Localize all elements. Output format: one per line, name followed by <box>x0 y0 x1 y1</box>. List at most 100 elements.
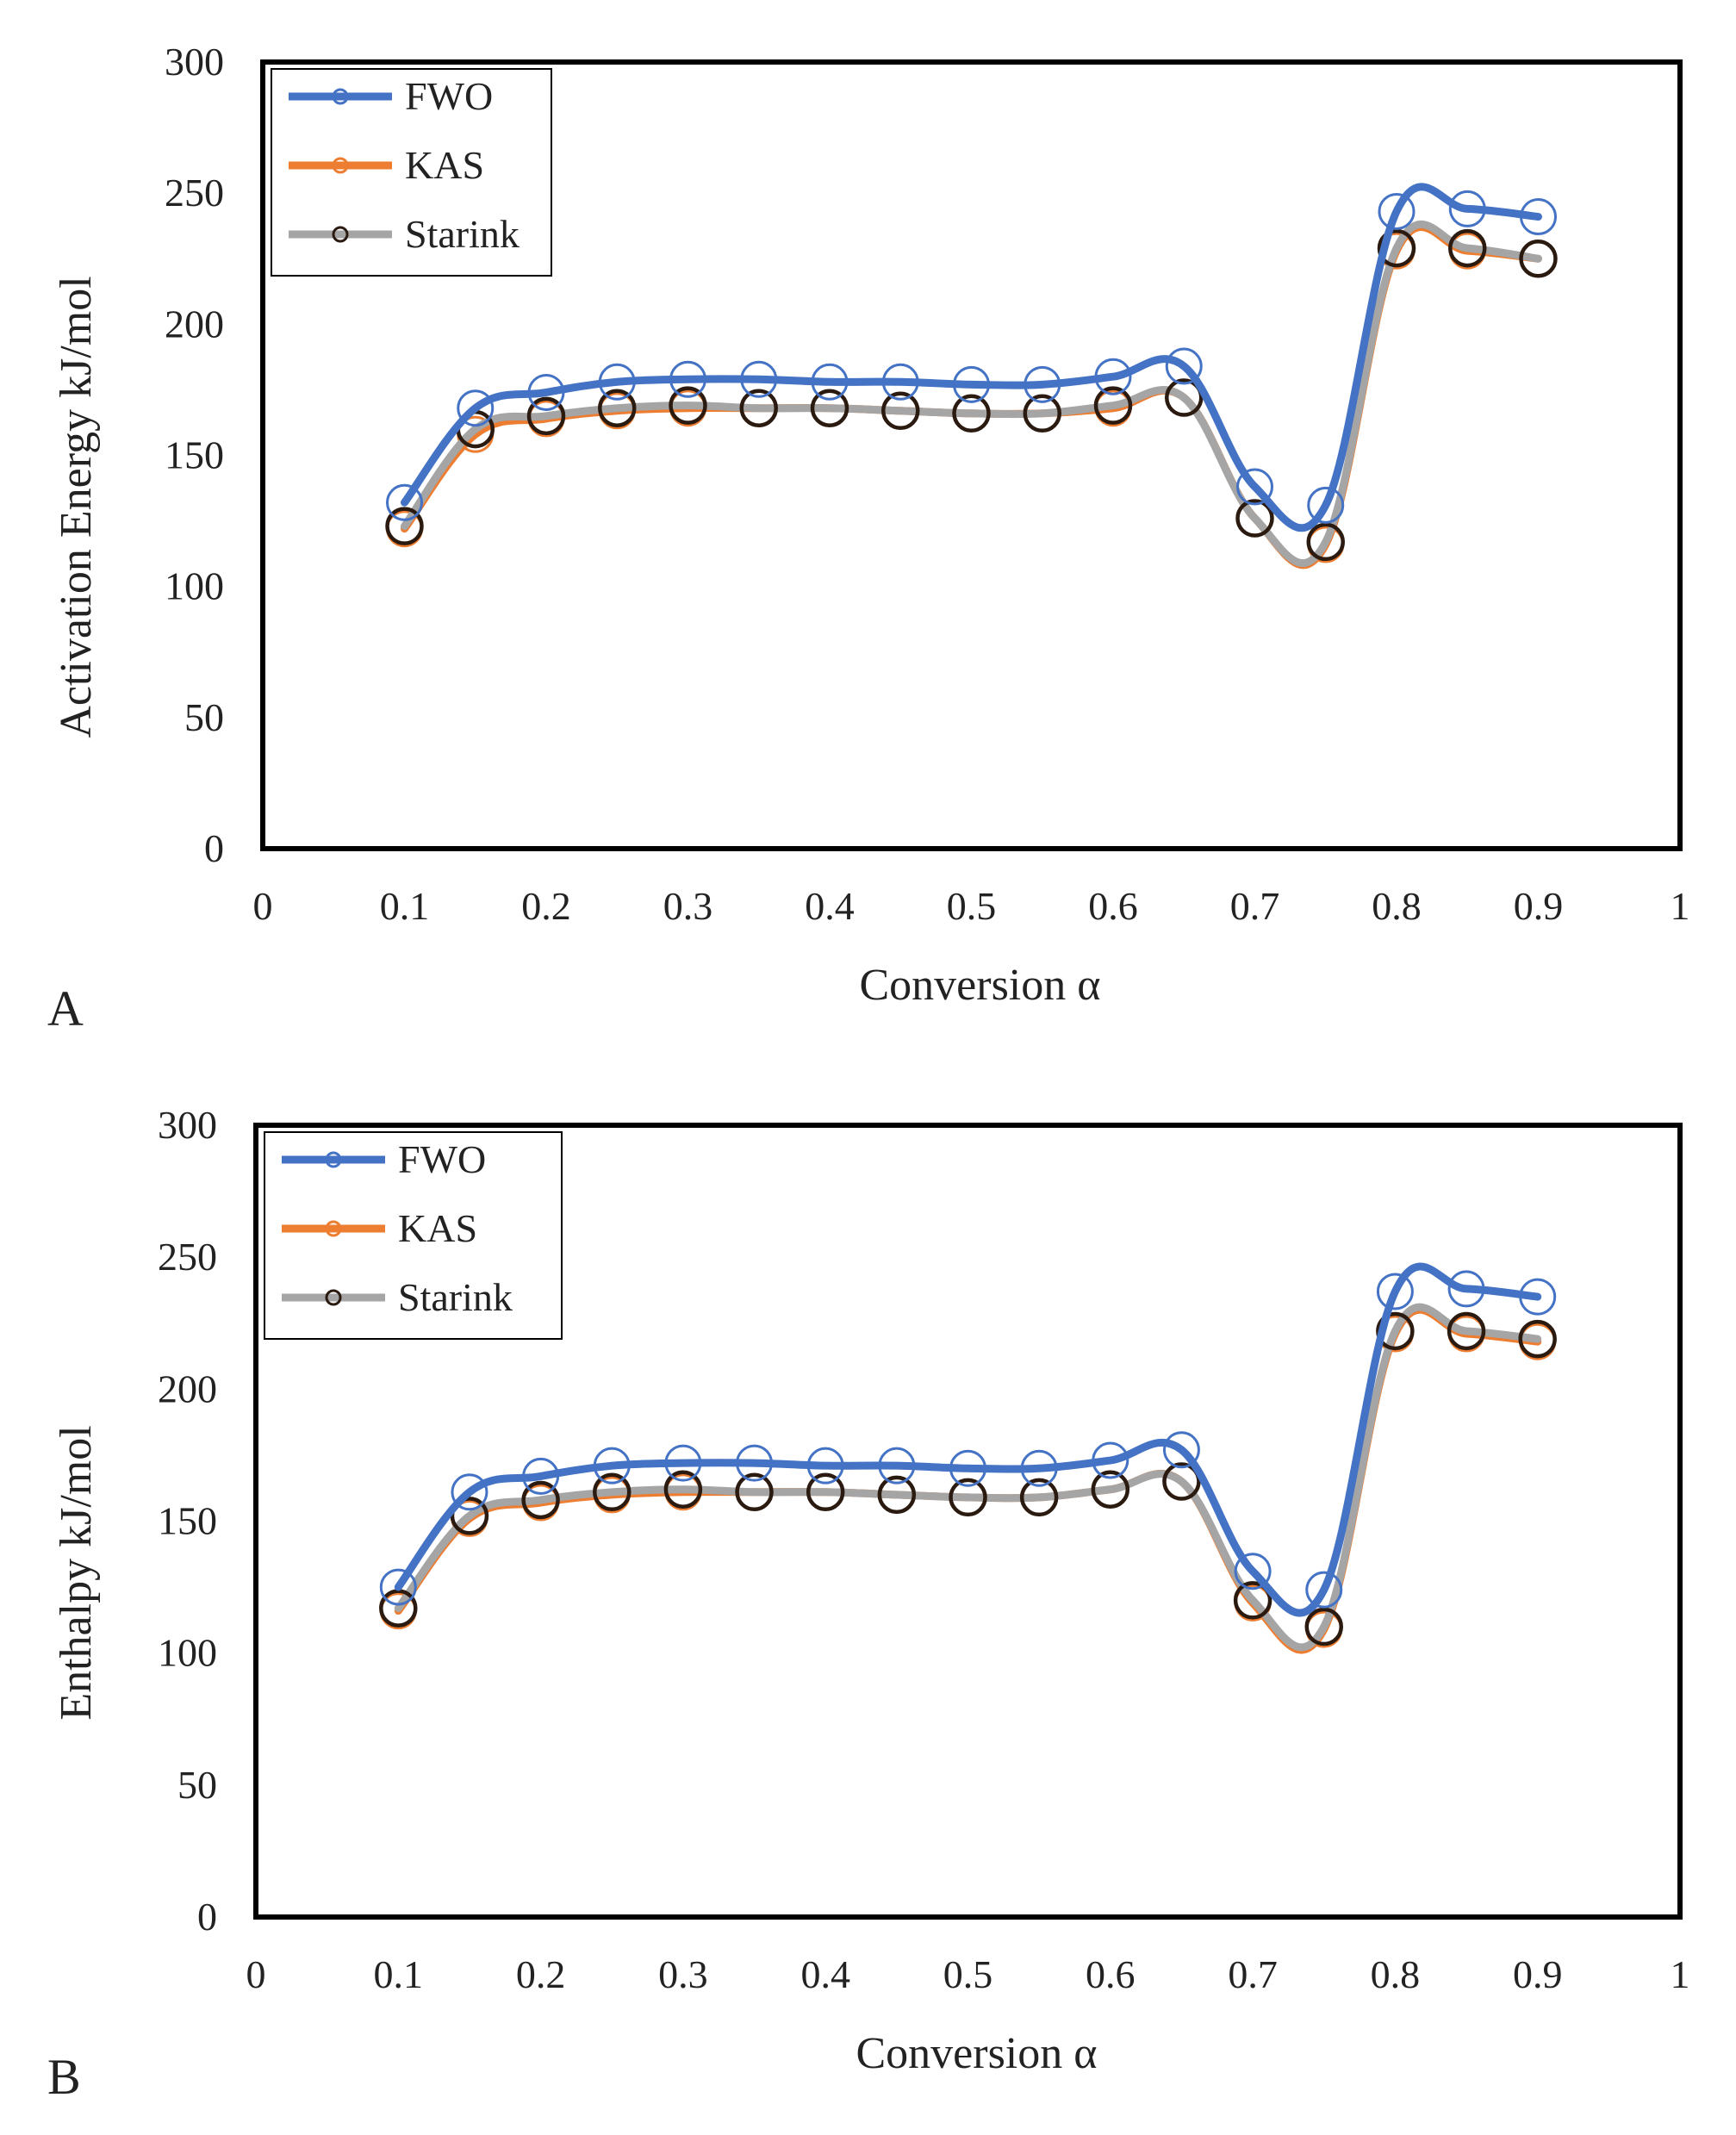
y-tick-label: 50 <box>177 1763 217 1807</box>
data-point-starink <box>1519 240 1558 278</box>
legend-marker <box>325 1289 342 1306</box>
x-tick-label: 0.8 <box>1372 884 1422 928</box>
series-line-starink <box>394 1303 1542 1652</box>
data-point-fwo <box>1165 347 1203 385</box>
legend-marker <box>325 1220 342 1237</box>
data-point-starink <box>739 389 778 427</box>
data-point-fwo <box>806 1447 844 1485</box>
data-point-starink <box>450 1497 489 1535</box>
x-tick-label: 0.8 <box>1371 1952 1421 1996</box>
y-axis-title: Activation Energy kJ/mol <box>52 276 101 738</box>
chart-panel-b: 0 50 100 150 200 250 300 0 0.1 0.2 0.3 0.4 0.5 0.6 0.7… <box>47 1103 1690 2105</box>
data-point-fwo <box>1234 1553 1272 1590</box>
x-tick-label: 0 <box>246 1952 266 1996</box>
data-point-starink <box>1233 1581 1272 1620</box>
series-line-fwo <box>401 183 1542 532</box>
series-starink <box>385 221 1558 568</box>
data-point-starink <box>735 1472 774 1512</box>
data-point-starink <box>1448 228 1487 268</box>
x-tick-label: 0.9 <box>1513 1952 1563 1996</box>
data-point-starink <box>1091 1470 1130 1509</box>
data-point-starink <box>1162 1462 1201 1501</box>
legend-marker <box>325 1151 342 1168</box>
y-tick-label: 100 <box>158 1631 217 1675</box>
data-point-fwo <box>881 363 919 401</box>
data-point-starink <box>379 1589 418 1628</box>
data-point-fwo <box>1520 198 1557 236</box>
data-point-fwo <box>878 1447 916 1485</box>
data-point-starink <box>1235 499 1274 538</box>
data-point-fwo <box>1448 190 1486 227</box>
data-point-starink <box>1304 1607 1343 1646</box>
y-tick-label: 50 <box>184 695 224 739</box>
x-tick-label: 0.4 <box>800 1952 850 1996</box>
series-fwo <box>386 183 1557 532</box>
data-point-fwo <box>598 363 636 401</box>
data-point-fwo <box>379 1568 417 1606</box>
x-tick-label: 0.7 <box>1230 884 1280 928</box>
data-point-fwo <box>949 1449 986 1487</box>
data-point-fwo <box>664 1444 702 1482</box>
x-tick-label: 0.9 <box>1514 884 1564 928</box>
data-point-starink <box>1023 394 1061 433</box>
y-tick-label: 250 <box>158 1235 217 1279</box>
x-tick-label: 0.6 <box>1088 884 1138 928</box>
data-point-starink <box>385 507 424 545</box>
data-point-fwo <box>593 1447 631 1485</box>
data-point-fwo <box>457 389 495 427</box>
x-tick-label: 0.4 <box>805 884 855 928</box>
panel-label: B <box>47 2049 81 2105</box>
y-tick-label: 100 <box>165 564 224 608</box>
plot-frame <box>260 59 1683 851</box>
data-point-fwo <box>451 1473 488 1511</box>
data-point-fwo <box>1307 486 1345 524</box>
data-point-fwo <box>1236 468 1273 506</box>
data-point-starink <box>1093 386 1133 425</box>
data-point-starink <box>526 396 566 436</box>
x-axis-title: Conversion α <box>856 2029 1097 2078</box>
y-tick-label: 0 <box>197 1895 217 1939</box>
y-tick-label: 200 <box>165 302 224 345</box>
chart-panel-a: 0 50 100 150 200 250 300 0 0.1 0.2 0.3 0.4 0.5 0.6 0.7… <box>47 40 1690 1036</box>
x-tick-label: 0.6 <box>1086 1952 1136 1996</box>
data-point-fwo <box>386 483 423 521</box>
y-tick-label: 250 <box>165 171 224 215</box>
data-point-fwo <box>1519 1278 1557 1316</box>
data-point-fwo <box>527 373 565 411</box>
data-point-fwo <box>1092 1441 1129 1479</box>
data-point-starink <box>877 1475 917 1515</box>
plot-frame <box>253 1123 1683 1920</box>
series-fwo <box>379 1262 1557 1617</box>
data-point-fwo <box>1305 1571 1343 1609</box>
data-point-fwo <box>1162 1431 1200 1469</box>
series-starink <box>379 1303 1557 1652</box>
x-tick-label: 0.5 <box>943 1952 993 1996</box>
x-axis-title: Conversion α <box>859 961 1100 1010</box>
legend-marker <box>332 226 349 243</box>
data-point-fwo <box>669 360 706 398</box>
legend-box <box>264 1131 563 1340</box>
data-point-starink <box>1447 1311 1486 1351</box>
data-point-starink <box>1019 1478 1059 1517</box>
legend-marker <box>332 88 349 105</box>
data-point-fwo <box>811 363 849 401</box>
y-axis-title: Enthalpy kJ/mol <box>52 1425 101 1720</box>
x-tick-label: 0.5 <box>947 884 997 928</box>
data-point-starink <box>598 389 637 427</box>
x-tick-label: 0.1 <box>380 884 430 928</box>
y-tick-label: 300 <box>165 40 224 84</box>
data-point-fwo <box>1378 192 1416 230</box>
x-tick-label: 0.7 <box>1228 1952 1278 1996</box>
data-point-starink <box>1377 228 1416 268</box>
data-point-fwo <box>1376 1273 1414 1310</box>
data-point-fwo <box>1447 1270 1485 1308</box>
legend-marker <box>332 157 349 174</box>
data-point-fwo <box>522 1457 560 1495</box>
data-point-fwo <box>1024 365 1061 403</box>
series-line-fwo <box>394 1262 1542 1617</box>
series-line-starink <box>401 221 1542 568</box>
data-point-starink <box>1165 378 1204 417</box>
data-point-fwo <box>953 365 990 403</box>
legend-box <box>271 68 552 277</box>
